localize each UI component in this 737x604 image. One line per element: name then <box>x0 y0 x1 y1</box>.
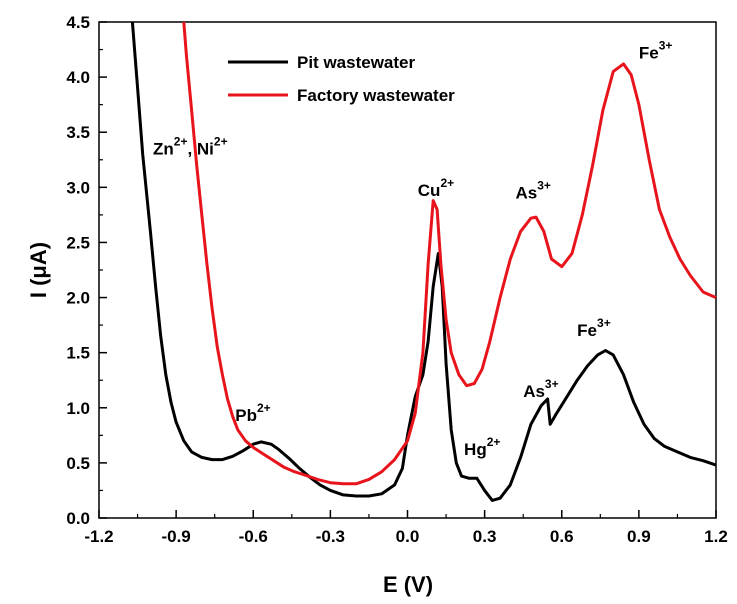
x-tick-label: -0.3 <box>316 527 345 546</box>
peak-label: As3+ <box>515 178 550 202</box>
legend: Pit wastewater Factory wastewater <box>228 53 455 105</box>
annotations: Zn2+, Ni2+ Cu2+ As3+ Fe3+ Pb2+ Hg2+ As3+ Fe3+ <box>153 38 672 459</box>
x-tick-label: -1.2 <box>84 527 113 546</box>
peak-label: Fe3+ <box>639 38 673 62</box>
y-tick-label: 4.0 <box>66 68 90 87</box>
series-line-1 <box>182 21 717 486</box>
x-axis: -1.2 -0.9 -0.6 -0.3 0.0 0.3 0.6 0.9 1.2 <box>84 510 728 546</box>
svg-text:I (μA): I (μA) <box>26 242 51 298</box>
legend-label-pit: Pit wastewater <box>297 53 415 72</box>
peak-label: Cu2+ <box>418 176 454 200</box>
y-axis-title-close: ) <box>26 242 51 249</box>
y-axis-title: I (μA) <box>26 242 51 298</box>
peak-label: As3+ <box>523 377 558 401</box>
x-tick-label: -0.6 <box>239 527 268 546</box>
y-tick-label: 4.5 <box>66 13 90 32</box>
x-tick-label: 0.9 <box>627 527 651 546</box>
x-tick-label: 0.6 <box>550 527 574 546</box>
y-tick-label: 2.5 <box>66 233 90 252</box>
peak-label: Hg2+ <box>464 435 500 459</box>
x-axis-title: E (V) <box>383 572 433 597</box>
x-tick-label: 0.3 <box>473 527 497 546</box>
legend-label-factory: Factory wastewater <box>297 86 455 105</box>
y-axis-title-main: I ( <box>26 278 51 298</box>
y-tick-label: 0.0 <box>66 509 90 528</box>
x-tick-label: 1.2 <box>704 527 728 546</box>
y-tick-label: 1.5 <box>66 344 90 363</box>
peak-label: Fe3+ <box>577 316 611 340</box>
y-tick-label: 3.5 <box>66 123 90 142</box>
y-tick-label: 2.0 <box>66 289 90 308</box>
series-layer <box>130 21 717 502</box>
y-tick-label: 0.5 <box>66 454 90 473</box>
y-axis-title-unit: μA <box>26 249 51 278</box>
peak-label: Zn2+, Ni2+ <box>153 134 228 158</box>
x-tick-label: 0.0 <box>396 527 420 546</box>
y-tick-label: 3.0 <box>66 178 90 197</box>
plot-area: -1.2 -0.9 -0.6 -0.3 0.0 0.3 0.6 0.9 1.2 0.0 0.5 1.… <box>66 13 727 546</box>
y-axis: 0.0 0.5 1.0 1.5 2.0 2.5 3.0 3.5 4.0 4.5 <box>66 13 107 528</box>
x-tick-label: -0.9 <box>161 527 190 546</box>
series-line-0 <box>130 21 717 502</box>
y-tick-label: 1.0 <box>66 399 90 418</box>
peak-label: Pb2+ <box>235 401 270 425</box>
